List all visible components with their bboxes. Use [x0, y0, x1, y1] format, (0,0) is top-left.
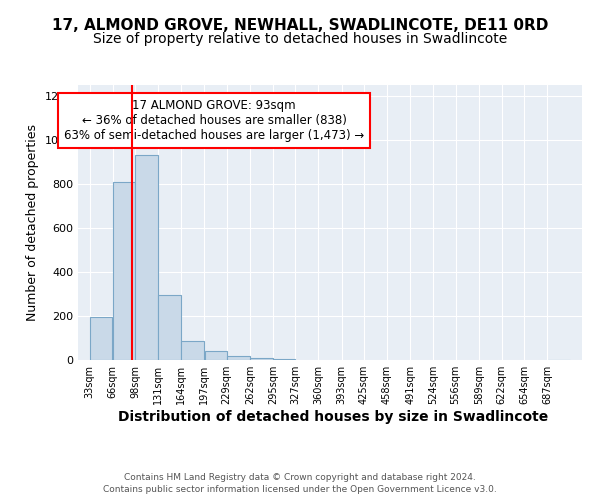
Bar — [158, 295, 181, 360]
Text: Distribution of detached houses by size in Swadlincote: Distribution of detached houses by size … — [118, 410, 548, 424]
Bar — [205, 351, 227, 360]
Y-axis label: Number of detached properties: Number of detached properties — [26, 124, 40, 321]
Text: Contains HM Land Registry data © Crown copyright and database right 2024.: Contains HM Land Registry data © Crown c… — [124, 472, 476, 482]
Bar — [181, 342, 204, 360]
Bar — [273, 359, 295, 360]
Bar — [227, 356, 250, 360]
Text: Contains public sector information licensed under the Open Government Licence v3: Contains public sector information licen… — [103, 485, 497, 494]
Bar — [113, 182, 135, 360]
Bar — [250, 358, 273, 360]
Text: 17 ALMOND GROVE: 93sqm
← 36% of detached houses are smaller (838)
63% of semi-de: 17 ALMOND GROVE: 93sqm ← 36% of detached… — [64, 98, 364, 142]
Text: 17, ALMOND GROVE, NEWHALL, SWADLINCOTE, DE11 0RD: 17, ALMOND GROVE, NEWHALL, SWADLINCOTE, … — [52, 18, 548, 32]
Bar — [135, 156, 158, 360]
Text: Size of property relative to detached houses in Swadlincote: Size of property relative to detached ho… — [93, 32, 507, 46]
Bar — [90, 317, 112, 360]
